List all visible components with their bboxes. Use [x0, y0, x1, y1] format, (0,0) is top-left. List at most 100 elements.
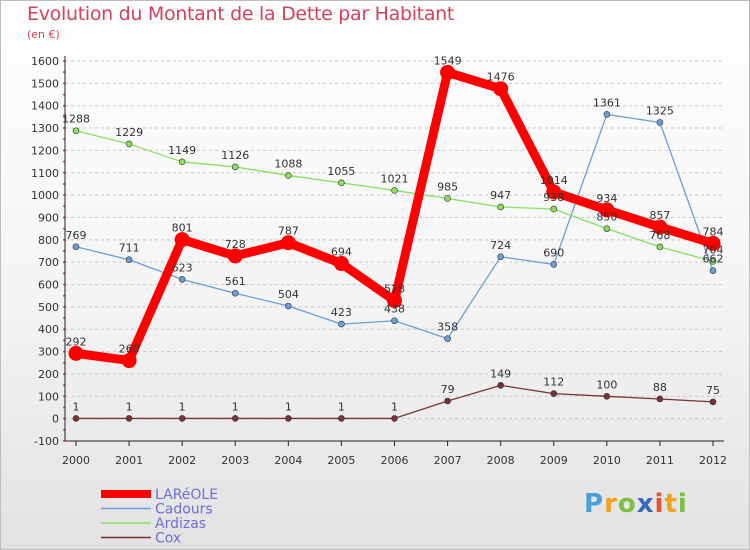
data-label-cadours-2011: 1325 [646, 104, 674, 117]
x-tick-label-2012: 2012 [699, 454, 727, 467]
data-point-cadours-2006 [391, 317, 398, 325]
data-point-ardizas-2003 [231, 163, 239, 171]
logo-letter: P [584, 489, 605, 519]
data-point-cox-2010 [603, 392, 611, 400]
data-label-cadours-2006: 438 [384, 303, 405, 316]
data-label-cadours-2004: 504 [278, 288, 299, 301]
data-point-cox-2005 [338, 415, 345, 422]
data-label-cadours-2002: 623 [172, 261, 193, 274]
x-tick-label-2010: 2010 [593, 454, 621, 467]
data-label-lar-ole-2011: 857 [649, 209, 670, 222]
y-tick-label-200: 200 [38, 368, 59, 381]
data-point-cadours-2001 [125, 256, 133, 264]
data-point-cadours-2008 [497, 253, 504, 261]
legend-label-cadours: Cadours [155, 502, 213, 518]
data-label-cox-2012: 75 [706, 384, 720, 397]
y-tick-label-600: 600 [38, 279, 59, 292]
data-label-lar-ole-2006: 528 [384, 283, 405, 296]
data-label-cadours-2009: 690 [543, 246, 564, 259]
data-label-ardizas-2002: 1149 [168, 144, 196, 157]
data-point-cox-2001 [125, 415, 133, 422]
data-point-cadours-2009 [550, 261, 558, 268]
x-tick-label-2002: 2002 [168, 454, 196, 467]
data-label-cadours-2012: 662 [703, 253, 724, 266]
data-point-cadours-2005 [338, 320, 345, 328]
y-tick-label-0: 0 [52, 413, 59, 426]
data-label-ardizas-2012: 704 [703, 243, 724, 256]
data-label-lar-ole-2001: 260 [119, 343, 140, 356]
data-point-cox-2000 [72, 415, 80, 422]
data-label-lar-ole-2000: 292 [66, 335, 87, 348]
data-label-cox-2010: 100 [596, 378, 617, 391]
logo-letter: i [677, 489, 688, 519]
data-point-cox-2006 [391, 415, 398, 422]
data-point-cox-2011 [656, 395, 664, 403]
data-point-cox-2007 [444, 397, 451, 405]
data-point-ardizas-2004 [285, 172, 292, 179]
data-label-ardizas-2005: 1055 [327, 165, 355, 178]
x-tick-label-2003: 2003 [221, 454, 249, 467]
data-point-lar-ole-2009 [546, 184, 562, 200]
data-label-cox-2009: 112 [543, 376, 564, 389]
data-label-cox-2000: 1 [73, 400, 80, 413]
data-label-cadours-2007: 358 [437, 321, 458, 334]
y-tick-label-900: 900 [38, 211, 59, 224]
x-tick-label-2005: 2005 [327, 454, 355, 467]
data-point-cadours-2012 [709, 267, 717, 274]
data-point-cadours-2007 [444, 335, 451, 342]
data-point-cox-2009 [550, 390, 558, 397]
legend-label-lar-ole: LARéOLE [155, 487, 218, 503]
data-point-lar-ole-2003 [227, 248, 243, 264]
data-point-cox-2012 [709, 398, 717, 406]
data-label-ardizas-2000: 1288 [62, 113, 90, 126]
x-tick-label-2009: 2009 [540, 454, 568, 467]
data-label-cadours-2008: 724 [490, 239, 511, 252]
data-label-cadours-2010: 1361 [593, 96, 621, 109]
data-label-lar-ole-2008: 1476 [487, 71, 515, 84]
data-label-cadours-2003: 561 [225, 275, 246, 288]
x-tick-label-2011: 2011 [646, 454, 674, 467]
data-point-ardizas-2009 [550, 205, 558, 213]
legend-label-cox: Cox [155, 531, 181, 547]
data-label-cox-2006: 1 [391, 400, 398, 413]
data-point-cadours-2000 [72, 243, 80, 251]
data-point-lar-ole-2004 [280, 235, 296, 251]
y-tick-label-1100: 1100 [31, 167, 59, 180]
data-point-lar-ole-2010 [599, 202, 615, 218]
data-point-cox-2004 [285, 415, 292, 422]
data-label-cox-2005: 1 [338, 400, 345, 413]
data-point-ardizas-2005 [338, 179, 345, 187]
data-label-lar-ole-2009: 1014 [540, 174, 568, 187]
data-point-cadours-2011 [656, 119, 664, 126]
data-label-ardizas-2001: 1229 [115, 126, 143, 139]
logo-letter: r [604, 489, 618, 519]
x-tick-label-2006: 2006 [381, 454, 409, 467]
data-point-lar-ole-2005 [333, 256, 349, 272]
y-tick-label--100: -100 [34, 435, 59, 448]
y-tick-label-1600: 1600 [31, 55, 59, 68]
legend-label-ardizas: Ardizas [155, 516, 206, 532]
data-point-ardizas-2008 [497, 203, 504, 211]
logo-letter: o [617, 489, 637, 519]
x-tick-label-2000: 2000 [62, 454, 90, 467]
x-tick-label-2008: 2008 [487, 454, 515, 467]
y-tick-label-300: 300 [38, 346, 59, 359]
data-point-ardizas-2001 [125, 140, 133, 148]
data-label-ardizas-2003: 1126 [221, 149, 249, 162]
data-point-ardizas-2000 [72, 127, 80, 135]
data-point-lar-ole-2008 [493, 81, 509, 97]
data-label-cox-2007: 79 [441, 383, 455, 396]
y-tick-label-400: 400 [38, 323, 59, 336]
y-tick-label-1000: 1000 [31, 189, 59, 202]
data-label-lar-ole-2012: 784 [703, 225, 724, 238]
y-tick-label-500: 500 [38, 301, 59, 314]
data-label-ardizas-2010: 850 [596, 211, 617, 224]
y-tick-label-800: 800 [38, 234, 59, 247]
y-tick-label-1300: 1300 [31, 122, 59, 135]
data-label-ardizas-2008: 947 [490, 189, 511, 202]
data-label-lar-ole-2005: 694 [331, 246, 352, 259]
data-point-lar-ole-2002 [174, 232, 190, 248]
x-tick-label-2007: 2007 [434, 454, 462, 467]
data-label-ardizas-2004: 1088 [274, 157, 302, 170]
